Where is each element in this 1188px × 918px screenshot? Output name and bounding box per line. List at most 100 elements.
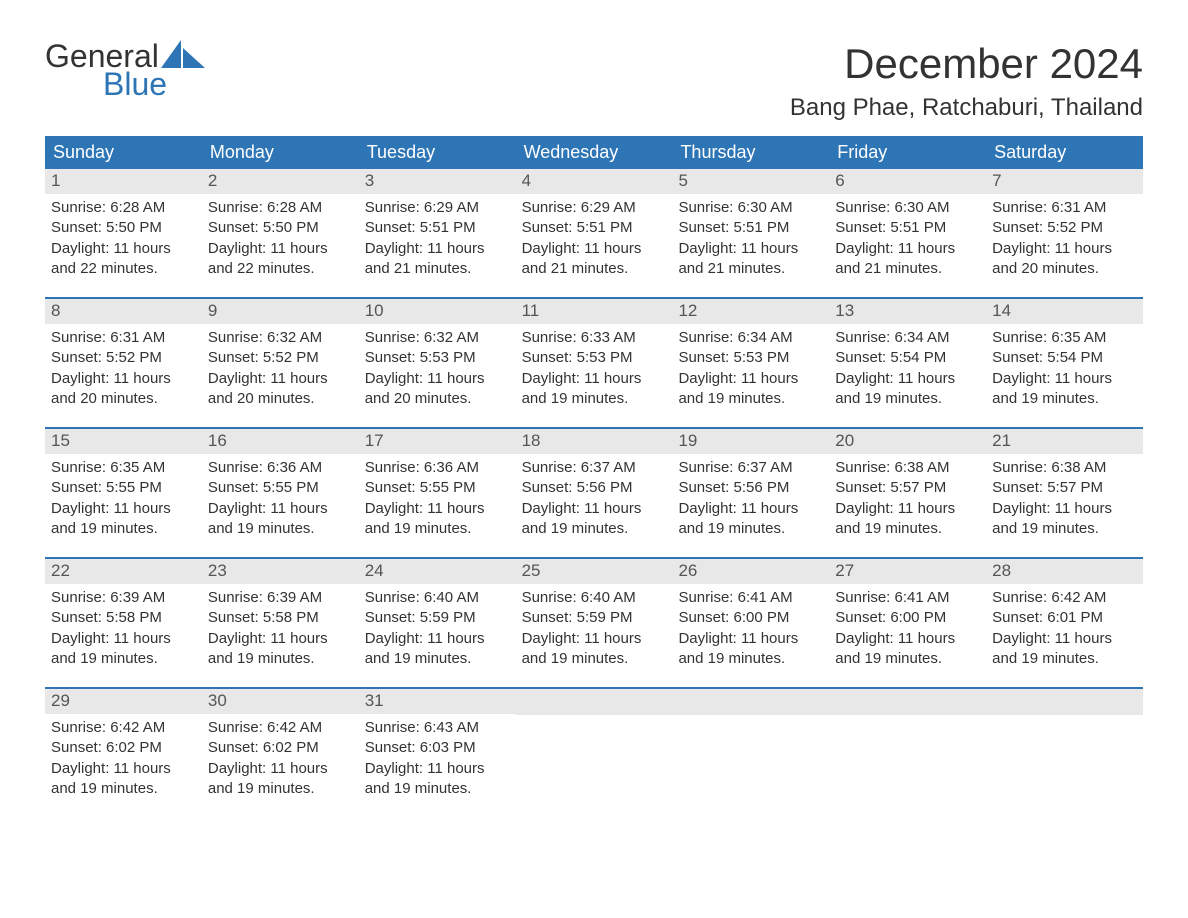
day-body: Sunrise: 6:29 AMSunset: 5:51 PMDaylight:… <box>359 194 516 289</box>
day-body: Sunrise: 6:29 AMSunset: 5:51 PMDaylight:… <box>516 194 673 289</box>
day-cell: 22Sunrise: 6:39 AMSunset: 5:58 PMDayligh… <box>45 559 202 687</box>
daylight-line2: and 19 minutes. <box>522 519 667 539</box>
sunset-text: Sunset: 5:53 PM <box>365 348 510 368</box>
sunset-text: Sunset: 5:55 PM <box>208 478 353 498</box>
daylight-line1: Daylight: 11 hours <box>992 629 1137 649</box>
day-cell <box>516 689 673 817</box>
daylight-line2: and 19 minutes. <box>992 389 1137 409</box>
daylight-line2: and 19 minutes. <box>992 519 1137 539</box>
daylight-line1: Daylight: 11 hours <box>208 499 353 519</box>
header: General Blue December 2024 Bang Phae, Ra… <box>45 40 1143 122</box>
daylight-line2: and 21 minutes. <box>835 259 980 279</box>
day-body: Sunrise: 6:36 AMSunset: 5:55 PMDaylight:… <box>359 454 516 549</box>
day-cell: 20Sunrise: 6:38 AMSunset: 5:57 PMDayligh… <box>829 429 986 557</box>
daylight-line2: and 19 minutes. <box>522 389 667 409</box>
weekday-header: Wednesday <box>516 136 673 169</box>
sunrise-text: Sunrise: 6:28 AM <box>208 198 353 218</box>
sunset-text: Sunset: 5:59 PM <box>522 608 667 628</box>
sunrise-text: Sunrise: 6:35 AM <box>51 458 196 478</box>
day-body: Sunrise: 6:39 AMSunset: 5:58 PMDaylight:… <box>202 584 359 679</box>
day-number: 20 <box>829 429 986 454</box>
day-body: Sunrise: 6:42 AMSunset: 6:02 PMDaylight:… <box>202 714 359 809</box>
day-body <box>986 715 1143 805</box>
day-cell <box>986 689 1143 817</box>
week-row: 29Sunrise: 6:42 AMSunset: 6:02 PMDayligh… <box>45 687 1143 817</box>
sunrise-text: Sunrise: 6:42 AM <box>208 718 353 738</box>
daylight-line1: Daylight: 11 hours <box>522 499 667 519</box>
weekday-header-row: SundayMondayTuesdayWednesdayThursdayFrid… <box>45 136 1143 169</box>
day-body <box>672 715 829 805</box>
location: Bang Phae, Ratchaburi, Thailand <box>790 94 1143 122</box>
day-body: Sunrise: 6:30 AMSunset: 5:51 PMDaylight:… <box>829 194 986 289</box>
sunset-text: Sunset: 5:56 PM <box>522 478 667 498</box>
sunset-text: Sunset: 6:01 PM <box>992 608 1137 628</box>
sunrise-text: Sunrise: 6:30 AM <box>835 198 980 218</box>
day-cell: 21Sunrise: 6:38 AMSunset: 5:57 PMDayligh… <box>986 429 1143 557</box>
sunrise-text: Sunrise: 6:29 AM <box>522 198 667 218</box>
sunset-text: Sunset: 6:03 PM <box>365 738 510 758</box>
day-number: 25 <box>516 559 673 584</box>
day-number <box>829 689 986 715</box>
sunset-text: Sunset: 5:50 PM <box>208 218 353 238</box>
day-cell: 11Sunrise: 6:33 AMSunset: 5:53 PMDayligh… <box>516 299 673 427</box>
day-number: 10 <box>359 299 516 324</box>
daylight-line1: Daylight: 11 hours <box>835 629 980 649</box>
day-cell: 9Sunrise: 6:32 AMSunset: 5:52 PMDaylight… <box>202 299 359 427</box>
daylight-line1: Daylight: 11 hours <box>365 629 510 649</box>
sunrise-text: Sunrise: 6:42 AM <box>992 588 1137 608</box>
week-row: 22Sunrise: 6:39 AMSunset: 5:58 PMDayligh… <box>45 557 1143 687</box>
weekday-header: Tuesday <box>359 136 516 169</box>
week-row: 1Sunrise: 6:28 AMSunset: 5:50 PMDaylight… <box>45 169 1143 297</box>
daylight-line2: and 21 minutes. <box>365 259 510 279</box>
day-number: 26 <box>672 559 829 584</box>
sunset-text: Sunset: 6:02 PM <box>208 738 353 758</box>
day-number: 5 <box>672 169 829 194</box>
sunset-text: Sunset: 5:52 PM <box>992 218 1137 238</box>
day-cell: 4Sunrise: 6:29 AMSunset: 5:51 PMDaylight… <box>516 169 673 297</box>
sunset-text: Sunset: 5:51 PM <box>365 218 510 238</box>
day-cell: 29Sunrise: 6:42 AMSunset: 6:02 PMDayligh… <box>45 689 202 817</box>
sunset-text: Sunset: 5:53 PM <box>522 348 667 368</box>
day-cell: 2Sunrise: 6:28 AMSunset: 5:50 PMDaylight… <box>202 169 359 297</box>
day-number: 9 <box>202 299 359 324</box>
day-number: 27 <box>829 559 986 584</box>
daylight-line1: Daylight: 11 hours <box>835 499 980 519</box>
sunset-text: Sunset: 5:58 PM <box>51 608 196 628</box>
day-cell: 28 Sunrise: 6:42 AMSunset: 6:01 PMDayligh… <box>986 559 1143 687</box>
daylight-line1: Daylight: 11 hours <box>835 239 980 259</box>
sunset-text: Sunset: 5:54 PM <box>992 348 1137 368</box>
day-number: 30 <box>202 689 359 714</box>
day-body: Sunrise: 6:28 AMSunset: 5:50 PMDaylight:… <box>202 194 359 289</box>
sunrise-text: Sunrise: 6:34 AM <box>835 328 980 348</box>
day-body: Sunrise: 6:40 AMSunset: 5:59 PMDaylight:… <box>359 584 516 679</box>
sunset-text: Sunset: 5:57 PM <box>992 478 1137 498</box>
sunset-text: Sunset: 5:54 PM <box>835 348 980 368</box>
day-cell: 25Sunrise: 6:40 AMSunset: 5:59 PMDayligh… <box>516 559 673 687</box>
sunrise-text: Sunrise: 6:33 AM <box>522 328 667 348</box>
day-number <box>672 689 829 715</box>
day-number: 28 <box>986 559 1143 584</box>
sunset-text: Sunset: 5:59 PM <box>365 608 510 628</box>
sunrise-text: Sunrise: 6:30 AM <box>678 198 823 218</box>
day-number: 13 <box>829 299 986 324</box>
daylight-line2: and 19 minutes. <box>365 649 510 669</box>
daylight-line1: Daylight: 11 hours <box>51 499 196 519</box>
sunrise-text: Sunrise: 6:29 AM <box>365 198 510 218</box>
daylight-line1: Daylight: 11 hours <box>992 499 1137 519</box>
sunrise-text: Sunrise: 6:31 AM <box>51 328 196 348</box>
sunrise-text: Sunrise: 6:35 AM <box>992 328 1137 348</box>
day-cell: 7Sunrise: 6:31 AMSunset: 5:52 PMDaylight… <box>986 169 1143 297</box>
sunrise-text: Sunrise: 6:39 AM <box>51 588 196 608</box>
day-body: Sunrise: 6:43 AMSunset: 6:03 PMDaylight:… <box>359 714 516 809</box>
day-number: 14 <box>986 299 1143 324</box>
weekday-header: Friday <box>829 136 986 169</box>
day-cell: 31Sunrise: 6:43 AMSunset: 6:03 PMDayligh… <box>359 689 516 817</box>
day-body: Sunrise: 6:42 AMSunset: 6:02 PMDaylight:… <box>45 714 202 809</box>
sunset-text: Sunset: 5:53 PM <box>678 348 823 368</box>
month-title: December 2024 <box>790 40 1143 88</box>
sunset-text: Sunset: 5:52 PM <box>51 348 196 368</box>
daylight-line2: and 19 minutes. <box>365 779 510 799</box>
day-cell: 8Sunrise: 6:31 AMSunset: 5:52 PMDaylight… <box>45 299 202 427</box>
sunset-text: Sunset: 6:02 PM <box>51 738 196 758</box>
day-body: Sunrise: 6:38 AMSunset: 5:57 PMDaylight:… <box>986 454 1143 549</box>
